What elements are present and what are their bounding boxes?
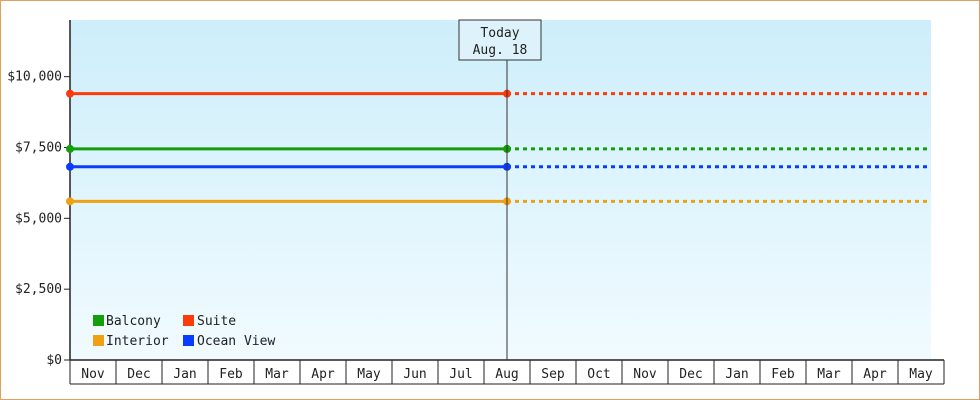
legend-swatch-ocean-view [183, 335, 194, 346]
today-label: Today [480, 26, 519, 41]
x-tick-label: May [357, 367, 381, 382]
y-tick-label: $0 [46, 353, 62, 368]
legend-label-suite: Suite [197, 314, 236, 329]
x-tick-label: Oct [587, 367, 610, 382]
x-tick-label: Aug [495, 367, 518, 382]
x-tick-label: Jul [449, 367, 472, 382]
legend: Balcony Suite Interior Ocean View [93, 314, 275, 349]
y-tick-label: $7,500 [15, 141, 62, 156]
legend-swatch-interior [93, 335, 104, 346]
x-tick-label: Jun [403, 367, 426, 382]
series-layer [66, 89, 931, 206]
y-tick-label: $5,000 [15, 211, 62, 226]
legend-label-interior: Interior [106, 334, 169, 349]
y-tick-label: $2,500 [15, 282, 62, 297]
x-tick-label: Feb [771, 367, 795, 382]
x-tick-label: Apr [311, 367, 335, 382]
x-tick-label: Mar [265, 367, 289, 382]
today-date: Aug. 18 [473, 43, 528, 58]
x-tick-label: Apr [863, 367, 887, 382]
y-tick-label: $10,000 [7, 70, 62, 85]
today-box [458, 19, 542, 61]
x-tick-label: Dec [127, 367, 150, 382]
y-axis: $0 $2,500 $5,000 $7,500 $10,000 [7, 20, 71, 368]
series-point-start-ocean-view [66, 162, 74, 171]
series-point-start-suite [66, 89, 74, 98]
x-tick-label: Dec [679, 367, 702, 382]
x-tick-label: Feb [219, 367, 243, 382]
legend-swatch-suite [183, 315, 194, 326]
x-tick-label: Jan [725, 367, 748, 382]
x-tick-label: May [909, 367, 933, 382]
legend-swatch-balcony [93, 315, 104, 326]
today-marker: Today Aug. 18 [458, 19, 542, 360]
x-axis: Nov Dec Jan Feb Mar Apr May Jun Jul Aug Sep Oct Nov D… [69, 359, 945, 385]
legend-label-ocean-view: Ocean View [197, 334, 275, 349]
x-tick-label: Jan [173, 367, 196, 382]
legend-label-balcony: Balcony [106, 314, 161, 329]
x-tick-label: Mar [817, 367, 841, 382]
plot-area [70, 20, 931, 360]
series-point-start-balcony [66, 144, 74, 153]
x-tick-label: Sep [541, 367, 565, 382]
series-point-start-interior [66, 197, 74, 206]
x-tick-label: Nov [81, 367, 105, 382]
x-tick-label: Nov [633, 367, 657, 382]
